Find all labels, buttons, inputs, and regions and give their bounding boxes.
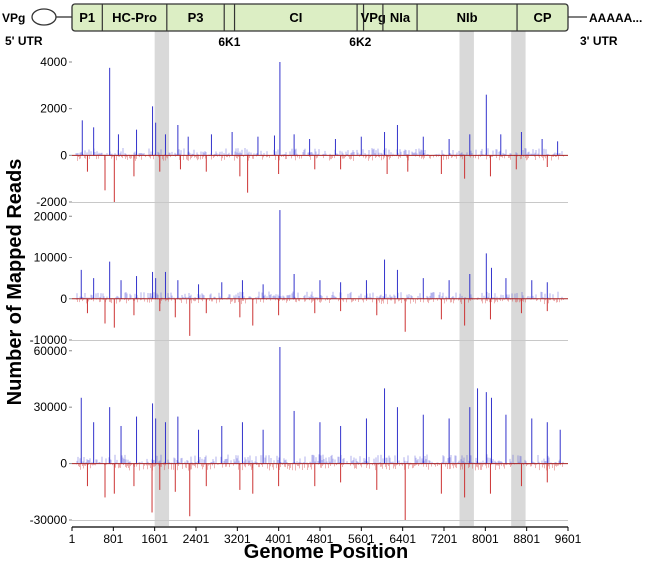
vpg-cap-label: VPg bbox=[2, 11, 25, 25]
y-tick-label: -10000 bbox=[30, 333, 68, 347]
highlight-band-2 bbox=[459, 4, 474, 526]
x-tick-label: 6401 bbox=[389, 532, 416, 546]
highlight-band-1 bbox=[154, 4, 170, 526]
x-tick-label: 1601 bbox=[141, 532, 168, 546]
x-tick-label: 5601 bbox=[348, 532, 375, 546]
x-tick-label: 801 bbox=[103, 532, 123, 546]
gene-label-nia: NIa bbox=[390, 10, 411, 25]
y-tick-label: -30000 bbox=[30, 513, 68, 527]
gene-label-nib: NIb bbox=[457, 10, 478, 25]
y-tick-label: 10000 bbox=[34, 251, 68, 265]
read-panels: 400020000-200020000100000-10000600003000… bbox=[30, 55, 568, 527]
x-tick-label: 9601 bbox=[555, 532, 582, 546]
y-tick-label: 20000 bbox=[34, 209, 68, 223]
x-axis-title: Genome Position bbox=[244, 541, 408, 563]
y-axis-title: Number of Mapped Reads bbox=[4, 159, 26, 406]
gene-label-6k1: 6K1 bbox=[218, 35, 240, 49]
panel-2: 20000 10000 0 -10000 bbox=[30, 209, 568, 347]
vpg-ellipse bbox=[31, 8, 57, 26]
x-tick-label: 7201 bbox=[431, 532, 458, 546]
x-axis: 1 801 1601 2401 3201 4001 4801 5601 6401 7201 8001… bbox=[69, 526, 582, 546]
panel-1: 4000 2000 0 -2000 bbox=[36, 55, 568, 209]
x-tick-label: 1 bbox=[69, 532, 76, 546]
x-tick-label: 4801 bbox=[307, 532, 334, 546]
gene-label-ci: CI bbox=[289, 10, 302, 25]
genome-map: VPg 5' UTR AAAAA... 3' UTR P1 HC-Pro P3 6K1… bbox=[2, 3, 642, 49]
gene-label-p3: P3 bbox=[188, 10, 204, 25]
polyprotein-box bbox=[71, 3, 569, 32]
x-tick-label: 2401 bbox=[183, 532, 210, 546]
gene-label-6k2: 6K2 bbox=[349, 35, 371, 49]
three-prime-utr-label: 3' UTR bbox=[580, 34, 618, 48]
gene-label-p1: P1 bbox=[79, 10, 95, 25]
plus-strand-background bbox=[75, 148, 564, 156]
gene-label-vpg: VPg bbox=[361, 10, 386, 25]
x-tick-label: 3201 bbox=[224, 532, 251, 546]
five-prime-utr-label: 5' UTR bbox=[5, 34, 43, 48]
y-tick-label: 2000 bbox=[40, 102, 67, 116]
poly-a-label: AAAAA... bbox=[589, 11, 642, 25]
x-tick-label: 8801 bbox=[513, 532, 540, 546]
y-tick-label: 30000 bbox=[34, 400, 68, 414]
panel-3: 60000 30000 0 -30000 bbox=[30, 344, 568, 527]
gene-label-cp: CP bbox=[533, 10, 551, 25]
y-tick-label: 0 bbox=[60, 457, 67, 471]
y-tick-label: 60000 bbox=[34, 344, 68, 358]
highlight-band-3 bbox=[511, 4, 526, 526]
x-tick-label: 8001 bbox=[472, 532, 499, 546]
x-tick-label: 4001 bbox=[265, 532, 292, 546]
y-tick-label: 4000 bbox=[40, 55, 67, 69]
gene-label-hc-pro: HC-Pro bbox=[112, 10, 157, 25]
gene-segments: P1 HC-Pro P3 6K1 CI 6K2 VPg NIa NIb CP bbox=[79, 4, 552, 49]
y-tick-label: 0 bbox=[60, 292, 67, 306]
y-tick-label: -2000 bbox=[36, 195, 67, 209]
y-tick-label: 0 bbox=[60, 148, 67, 162]
